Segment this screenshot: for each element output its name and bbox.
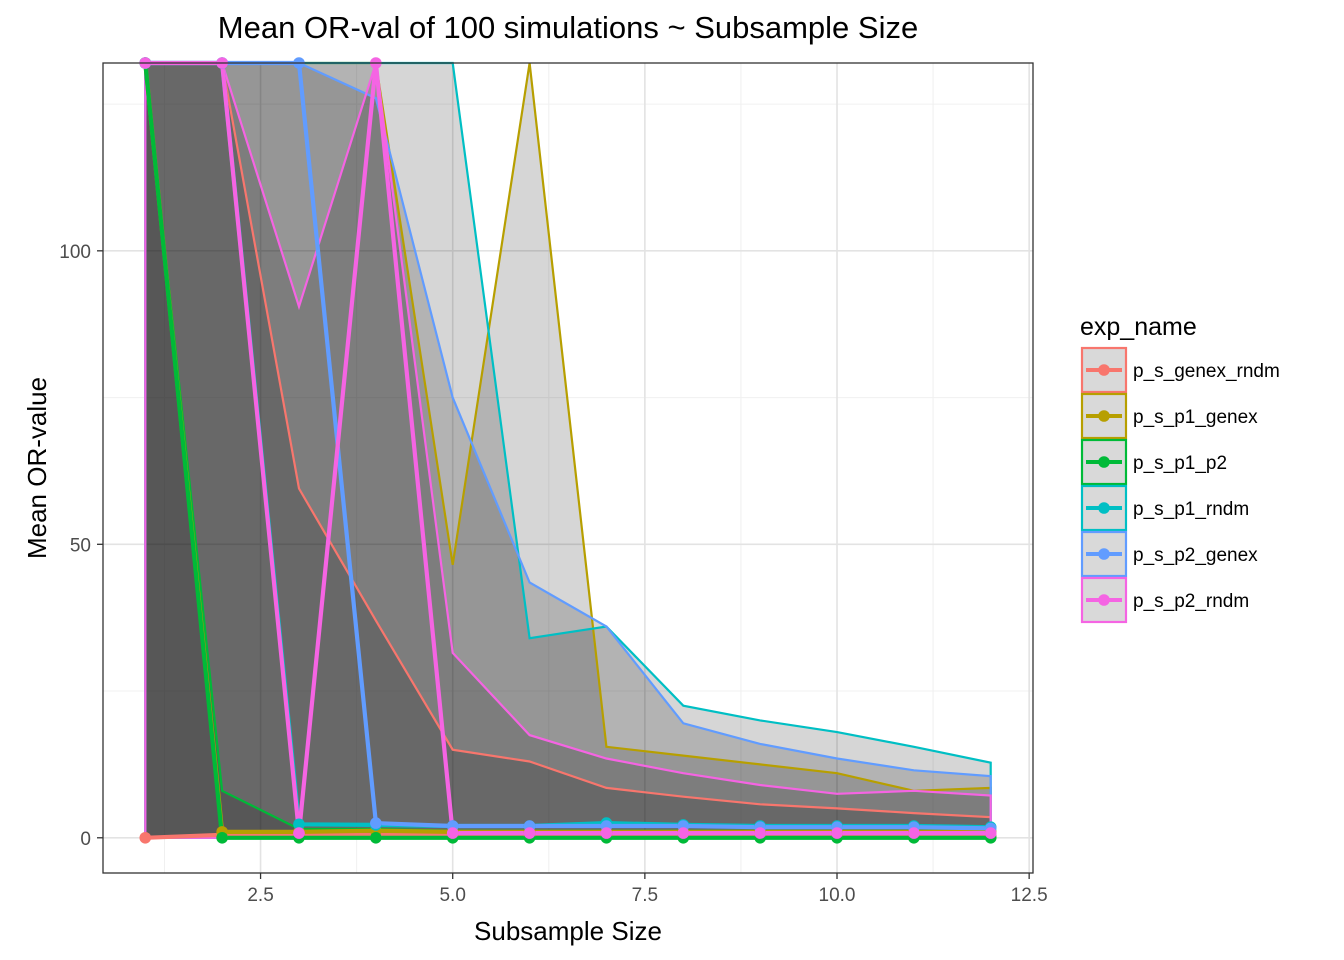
x-tick-label: 5.0 (439, 885, 465, 906)
point-p_s_p2_rndm (677, 827, 690, 839)
legend-title: exp_name (1080, 313, 1197, 341)
y-axis-label: Mean OR-value (22, 377, 52, 559)
y-axis-ticks: 0 50 100 (59, 242, 103, 850)
legend-item-p_s_genex_rndm: p_s_genex_rndm (1080, 346, 1280, 394)
x-tick-label: 10.0 (819, 885, 856, 906)
x-axis-label: Subsample Size (474, 916, 662, 946)
legend-key-point (1098, 410, 1110, 422)
legend-item-p_s_p1_p2: p_s_p1_p2 (1080, 438, 1227, 486)
legend-item-p_s_p2_genex: p_s_p2_genex (1080, 530, 1258, 578)
legend-label: p_s_p1_genex (1133, 407, 1258, 428)
mean-lines (143, 60, 991, 840)
point-p_s_p2_rndm (446, 827, 459, 839)
plot-panel (103, 63, 1033, 873)
legend-key-point (1098, 594, 1110, 606)
point-p_s_p2_rndm (600, 827, 613, 839)
point-p_s_p1_rndm (293, 818, 305, 831)
plot-border (102, 62, 1034, 874)
point-p_s_p2_genex (370, 817, 382, 829)
legend-key-point (1098, 364, 1110, 376)
grid-major (103, 63, 1033, 873)
point-p_s_p2_rndm (754, 827, 766, 839)
legend-item-p_s_p1_rndm: p_s_p1_rndm (1080, 484, 1249, 532)
chart-title: Mean OR-val of 100 simulations ~ Subsamp… (218, 10, 918, 45)
legend-key-point (1098, 456, 1110, 468)
y-tick-label: 0 (80, 829, 91, 850)
legend-label: p_s_genex_rndm (1133, 361, 1280, 382)
legend-label: p_s_p1_rndm (1133, 499, 1249, 520)
point-p_s_p2_rndm (984, 827, 997, 839)
point-p_s_p2_rndm (831, 827, 843, 839)
legend-key-point (1098, 502, 1110, 514)
x-tick-label: 2.5 (247, 885, 273, 906)
legend: exp_name p_s_genex_rndm p_s_p1_genex p_s_p… (1080, 313, 1280, 624)
mean-line-p_s_p1_p2 (143, 62, 991, 840)
legend-label: p_s_p2_genex (1133, 545, 1258, 566)
legend-item-p_s_p2_rndm: p_s_p2_rndm (1080, 576, 1249, 624)
mean-line-p_s_p2_rndm (145, 60, 991, 836)
point-p_s_p2_rndm (523, 827, 536, 839)
point-p_s_genex_rndm (139, 831, 152, 844)
y-tick-label: 100 (59, 242, 91, 263)
x-tick-label: 7.5 (632, 885, 658, 906)
x-tick-label: 12.5 (1011, 885, 1048, 906)
point-p_s_p1_p2 (370, 831, 382, 844)
legend-key-point (1098, 548, 1110, 560)
y-tick-label: 50 (70, 535, 91, 556)
x-axis-ticks: 2.5 5.0 7.5 10.0 12.5 (247, 873, 1048, 906)
legend-label: p_s_p2_rndm (1133, 591, 1249, 612)
point-p_s_p1_p2 (216, 831, 228, 844)
legend-label: p_s_p1_p2 (1133, 453, 1227, 474)
legend-item-p_s_p1_genex: p_s_p1_genex (1080, 392, 1258, 440)
point-p_s_p2_rndm (908, 827, 920, 839)
point-p_s_p2_rndm (293, 827, 305, 839)
